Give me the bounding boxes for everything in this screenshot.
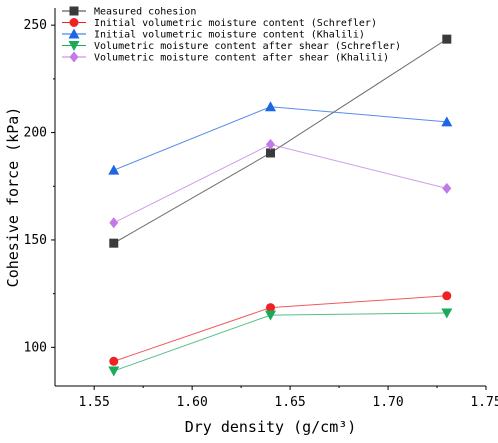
x-tick-label: 1.75 bbox=[470, 395, 498, 410]
x-axis-title: Dry density (g/cm³) bbox=[185, 418, 357, 436]
series-line bbox=[113, 295, 447, 362]
legend-label: Initial volumetric moisture content (Kha… bbox=[94, 30, 365, 41]
series-0 bbox=[109, 34, 452, 248]
series-line bbox=[113, 143, 447, 224]
data-point bbox=[109, 238, 119, 248]
series-1 bbox=[109, 291, 452, 366]
x-tick-label: 1.60 bbox=[176, 395, 207, 410]
series-3 bbox=[108, 308, 453, 377]
data-point bbox=[442, 182, 452, 194]
y-tick-label: 100 bbox=[24, 340, 47, 355]
data-point bbox=[109, 217, 119, 229]
data-point bbox=[442, 34, 452, 44]
data-point bbox=[266, 148, 275, 158]
legend-marker bbox=[69, 51, 79, 63]
y-tick-label: 150 bbox=[24, 233, 47, 248]
x-tick-label: 1.70 bbox=[372, 395, 403, 410]
data-point bbox=[442, 291, 452, 301]
y-tick-label: 250 bbox=[24, 18, 47, 33]
data-point bbox=[108, 164, 120, 175]
legend-marker bbox=[69, 18, 79, 27]
legend-item-3: Volumetric moisture content after shear … bbox=[62, 41, 401, 52]
data-point bbox=[441, 116, 453, 127]
data-point bbox=[266, 138, 275, 150]
series-2 bbox=[108, 101, 453, 175]
legend-label: Measured cohesion bbox=[94, 7, 196, 18]
legend-item-1: Initial volumetric moisture content (Sch… bbox=[62, 18, 377, 29]
data-point bbox=[109, 356, 119, 366]
legend-marker bbox=[68, 41, 80, 51]
legend-item-0: Measured cohesion bbox=[62, 6, 196, 18]
legend-marker bbox=[68, 28, 80, 39]
data-point bbox=[265, 101, 276, 112]
legend-marker bbox=[69, 6, 79, 16]
x-tick-label: 1.55 bbox=[79, 395, 110, 410]
series-line bbox=[113, 38, 448, 244]
data-point bbox=[108, 366, 120, 377]
y-tick-label: 200 bbox=[24, 126, 47, 141]
data-point bbox=[441, 308, 453, 319]
data-point bbox=[265, 310, 276, 321]
legend-label: Volumetric moisture content after shear … bbox=[94, 41, 401, 52]
series-line bbox=[113, 106, 447, 171]
series-layer bbox=[108, 34, 453, 377]
legend-label: Initial volumetric moisture content (Sch… bbox=[94, 18, 377, 29]
x-tick-label: 1.65 bbox=[274, 395, 305, 410]
y-axis-title: Cohesive force (kPa) bbox=[4, 107, 22, 288]
series-4 bbox=[109, 138, 452, 229]
series-line bbox=[113, 312, 447, 372]
legend-item-2: Initial volumetric moisture content (Kha… bbox=[62, 28, 365, 41]
axes: 1.55 1.60 1.65 1.70 1.75 100 150 200 250 Dry dens… bbox=[4, 8, 498, 436]
data-point bbox=[266, 303, 275, 313]
legend-item-4: Volumetric moisture content after shear … bbox=[62, 51, 389, 64]
legend-label: Volumetric moisture content after shear … bbox=[94, 53, 389, 64]
